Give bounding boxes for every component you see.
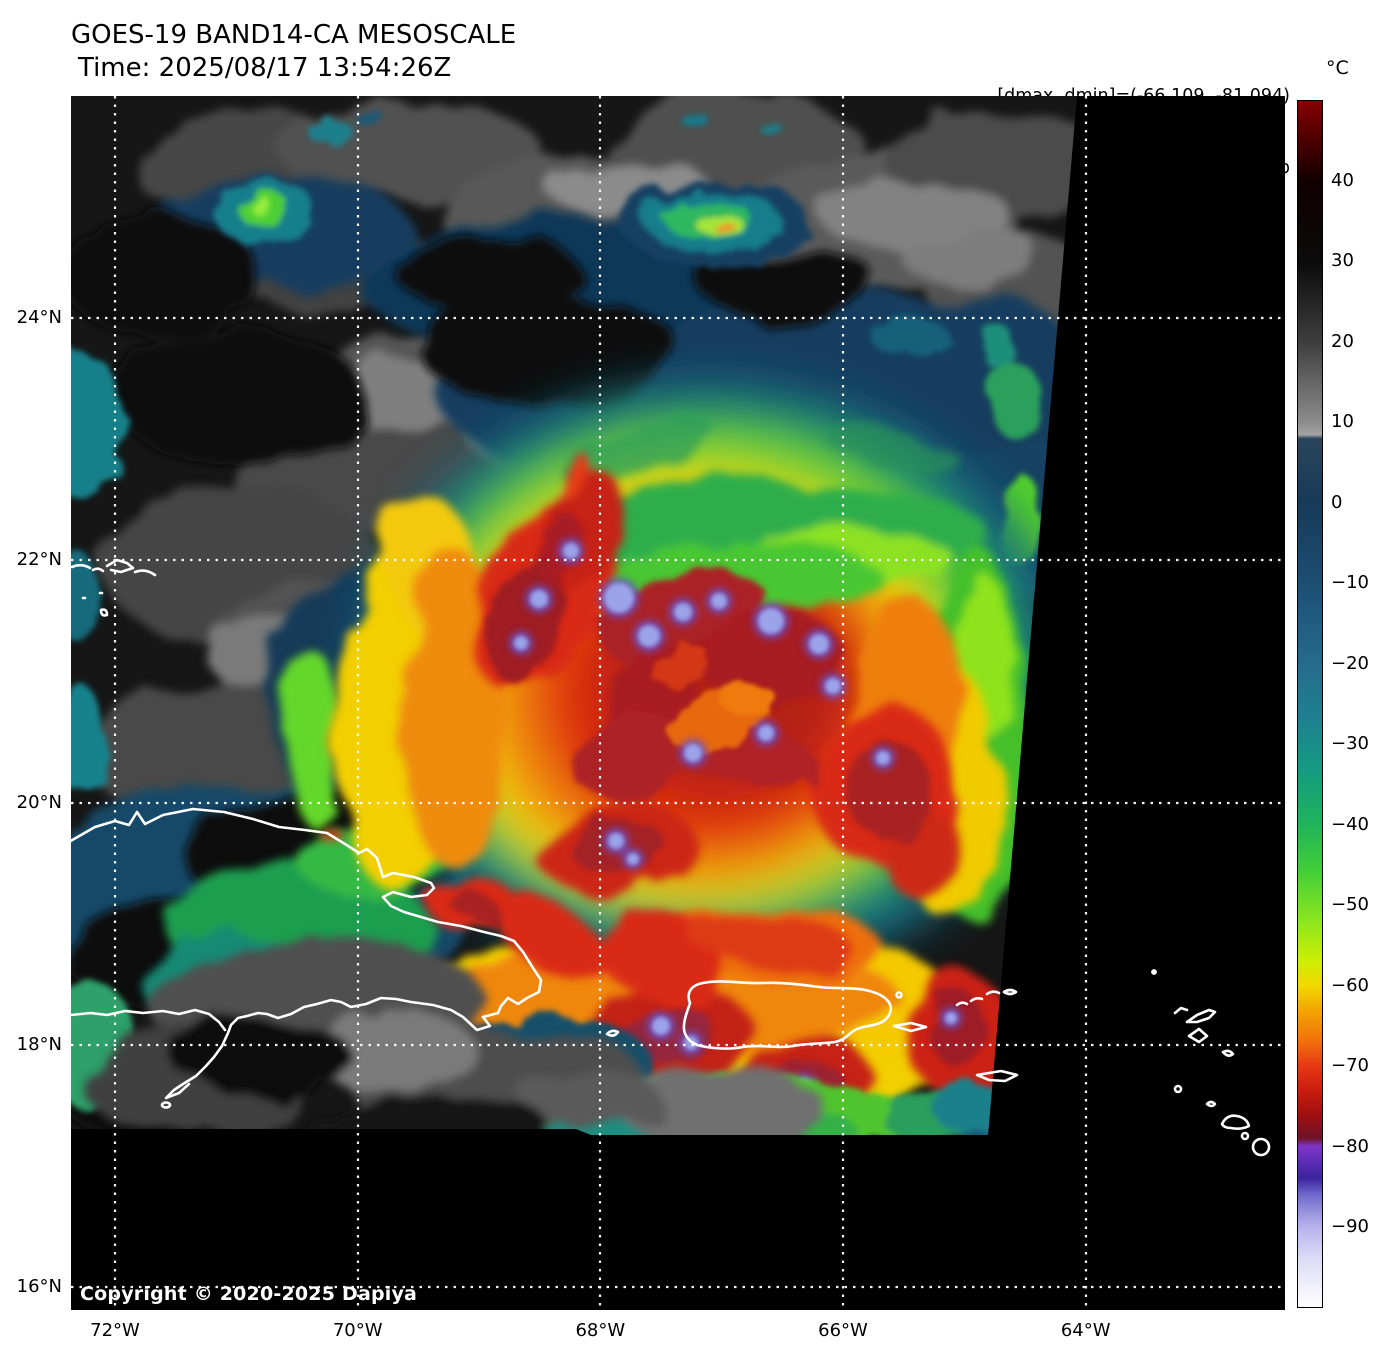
colorbar-tick-−60: −60	[1331, 974, 1369, 996]
lat-label-22°N: 22°N	[16, 549, 62, 571]
colorbar-tick-10: 10	[1331, 411, 1354, 433]
colorbar-tick-20: 20	[1331, 330, 1354, 352]
colorbar-tick-−70: −70	[1331, 1055, 1369, 1077]
island-st-croix	[975, 1069, 1019, 1083]
lon-label-70°W: 70°W	[332, 1320, 383, 1341]
islands-lesser-antilles	[1151, 969, 1271, 1157]
graticule-gridlines	[71, 96, 1285, 1310]
lon-label-64°W: 64°W	[1060, 1320, 1111, 1341]
satellite-map-plot: Copyright © 2020-2025 Dapiya	[65, 96, 1285, 1310]
colorbar-tick-−30: −30	[1331, 733, 1369, 755]
page-title: GOES-19 BAND14-CA MESOSCALE	[71, 20, 517, 50]
copyright-label: Copyright © 2020-2025 Dapiya	[80, 1283, 418, 1305]
colorbar-tick-−20: −20	[1331, 652, 1369, 674]
colorbar-tick-−80: −80	[1331, 1135, 1369, 1157]
coldest-top-spots	[514, 543, 957, 1094]
colorbar-unit-label: °C	[1326, 57, 1349, 79]
island-vieques	[892, 1021, 928, 1033]
colorbar-tick-0: 0	[1331, 491, 1343, 513]
lat-label-18°N: 18°N	[16, 1034, 62, 1055]
lat-label-16°N: 16°N	[16, 1276, 62, 1298]
eye-region-swirl	[653, 645, 775, 753]
data-sector	[71, 96, 1077, 1135]
lon-label-68°W: 68°W	[575, 1320, 626, 1341]
satellite-ir-image	[65, 96, 1285, 1310]
timestamp-label: Time: 2025/08/17 13:54:26Z	[78, 53, 452, 83]
colorbar-tick-−50: −50	[1331, 894, 1369, 916]
lat-label-20°N: 20°N	[16, 791, 62, 813]
coastline-tiburon-peninsula	[69, 1008, 227, 1032]
islands-turks-caicos	[70, 558, 157, 617]
island-ile-a-vache	[160, 1101, 172, 1109]
southwest-gray-clouds	[81, 936, 826, 1135]
lat-label-24°N: 24°N	[16, 307, 62, 328]
island-culebra	[895, 991, 903, 999]
colorbar-tick-30: 30	[1331, 250, 1354, 272]
lon-label-66°W: 66°W	[818, 1320, 868, 1341]
colorbar-tick-−40: −40	[1331, 813, 1369, 835]
colorbar-tick-−90: −90	[1331, 1216, 1369, 1238]
colorbar-tick-−10: −10	[1331, 572, 1369, 594]
lon-label-72°W: 72°W	[90, 1320, 140, 1341]
colorbar	[1297, 100, 1323, 1308]
colorbar-tick-40: 40	[1331, 169, 1354, 191]
coastline-hispaniola	[65, 807, 543, 1100]
coastlines	[65, 558, 1271, 1157]
island-mona	[605, 1029, 620, 1037]
coastline-puerto-rico	[682, 980, 893, 1050]
islands-virgin	[955, 988, 1018, 1007]
